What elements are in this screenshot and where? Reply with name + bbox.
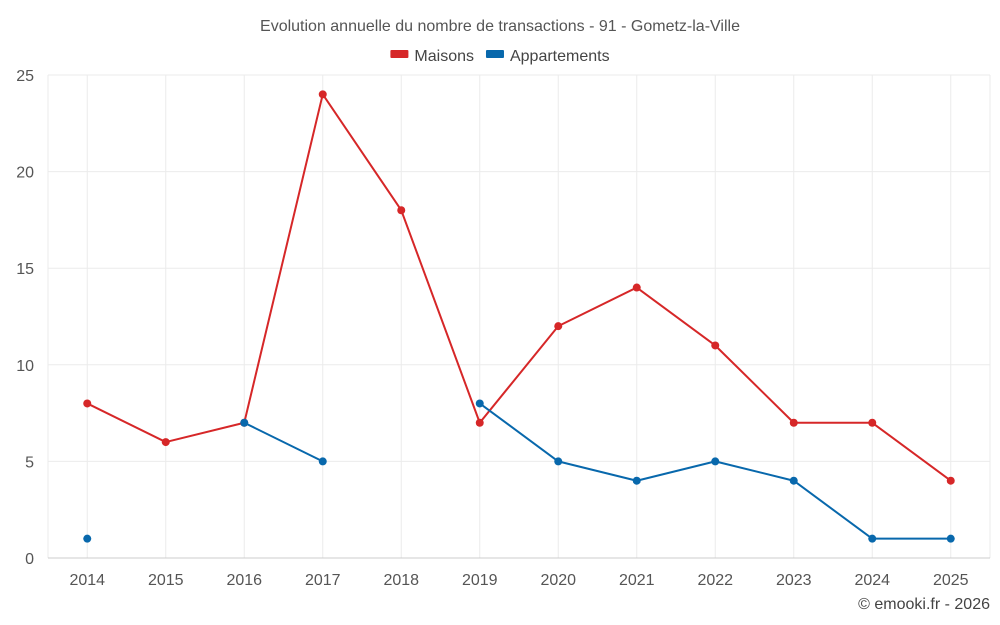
legend-label: Maisons	[414, 48, 474, 65]
data-point-maisons-2020[interactable]	[554, 322, 563, 331]
data-point-appartements-2014[interactable]	[83, 534, 92, 543]
x-tick-label: 2022	[697, 572, 733, 589]
series-appartements	[83, 399, 955, 543]
x-tick-label: 2023	[776, 572, 812, 589]
series-line-maisons	[86, 93, 952, 482]
x-tick-label: 2016	[226, 572, 262, 589]
data-point-maisons-2018[interactable]	[397, 206, 406, 215]
data-point-appartements-2017[interactable]	[318, 457, 327, 466]
y-tick-label: 5	[25, 454, 34, 471]
x-tick-label: 2021	[619, 572, 655, 589]
credit-text: © emooki.fr - 2026	[858, 596, 990, 613]
legend-label: Appartements	[510, 48, 610, 65]
x-axis: 2014 2015 2016 2017 2018 2019 2020 2021 2022 2023…	[69, 572, 968, 589]
data-point-appartements-2019[interactable]	[475, 399, 484, 408]
grid	[47, 74, 991, 559]
data-point-maisons-2025[interactable]	[946, 476, 955, 485]
x-tick-label: 2024	[854, 572, 890, 589]
y-tick-label: 20	[16, 165, 34, 182]
x-tick-label: 2018	[383, 572, 419, 589]
data-point-appartements-2025[interactable]	[946, 534, 955, 543]
series-layer	[83, 90, 955, 543]
data-point-maisons-2022[interactable]	[711, 341, 720, 350]
x-tick-label: 2025	[933, 572, 969, 589]
x-tick-label: 2014	[69, 572, 105, 589]
data-point-appartements-2024[interactable]	[868, 534, 877, 543]
series-maisons	[83, 90, 955, 485]
data-point-appartements-2020[interactable]	[554, 457, 563, 466]
legend-item-maisons[interactable]: Maisons	[390, 48, 474, 65]
data-point-maisons-2024[interactable]	[868, 418, 877, 427]
x-tick-label: 2020	[540, 572, 576, 589]
data-point-appartements-2021[interactable]	[632, 476, 641, 485]
x-tick-label: 2015	[148, 572, 184, 589]
legend-swatch	[390, 50, 409, 58]
data-point-appartements-2016[interactable]	[240, 418, 249, 427]
x-tick-label: 2019	[462, 572, 498, 589]
legend-swatch	[485, 50, 504, 58]
y-tick-label: 10	[16, 358, 34, 375]
y-tick-label: 25	[16, 68, 34, 85]
data-point-maisons-2019[interactable]	[475, 418, 484, 427]
y-tick-label: 15	[16, 261, 34, 278]
legend-item-appartements[interactable]: Appartements	[485, 48, 610, 65]
data-point-appartements-2022[interactable]	[711, 457, 720, 466]
legend: Maisons Appartements	[390, 48, 610, 65]
x-tick-label: 2017	[305, 572, 341, 589]
y-tick-label: 0	[25, 551, 34, 568]
chart-title: Evolution annuelle du nombre de transact…	[260, 18, 740, 35]
data-point-maisons-2021[interactable]	[632, 283, 641, 292]
data-point-appartements-2023[interactable]	[789, 476, 798, 485]
data-point-maisons-2015[interactable]	[161, 438, 170, 447]
data-point-maisons-2023[interactable]	[789, 418, 798, 427]
y-axis: 0 5 10 15 20 25	[16, 68, 34, 568]
data-point-maisons-2017[interactable]	[318, 90, 327, 99]
series-line-appartements	[243, 421, 324, 463]
data-point-maisons-2014[interactable]	[83, 399, 92, 408]
